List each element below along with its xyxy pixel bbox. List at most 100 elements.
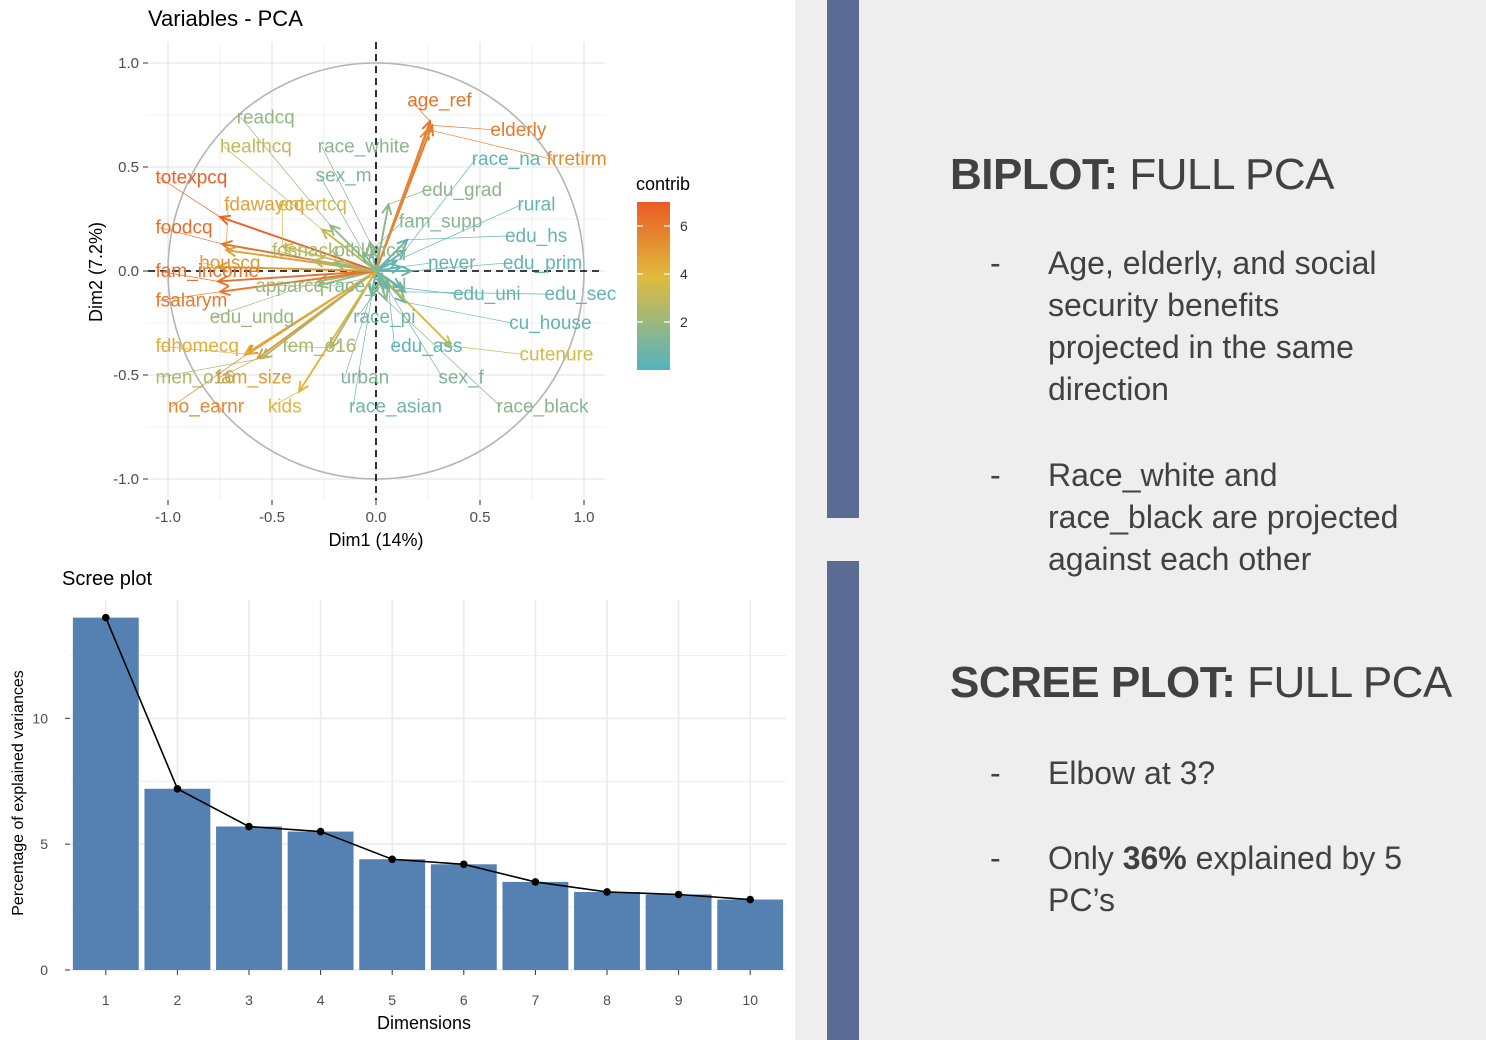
- variable-arrow: [375, 129, 429, 272]
- scree-point: [173, 784, 182, 793]
- variable-label: edu_grad: [422, 180, 502, 201]
- x-tick-label: 3: [245, 992, 253, 1008]
- accent-bar-top: [827, 0, 859, 518]
- variable-label: rural: [517, 195, 555, 216]
- x-tick-label: 6: [460, 992, 468, 1008]
- label-connector: [334, 250, 339, 263]
- scree-axes: 1 2 3 4 5 6 7 8 9 10 10 5 0: [32, 710, 758, 1008]
- variable-label: foodcq: [156, 218, 213, 239]
- bullet-text: Age, elderly, and social security benefi…: [1048, 245, 1377, 407]
- x-tick-label: 8: [603, 992, 611, 1008]
- biplot-x-label: Dim1 (14%): [328, 530, 423, 550]
- variable-arrow: [362, 251, 377, 272]
- label-connector: [203, 262, 219, 268]
- bullet-dash: -: [990, 755, 1001, 791]
- variable-label: kids: [268, 396, 302, 417]
- label-connector: [321, 146, 371, 243]
- figure-panel: Variables - PCA -1.0 -0.5 0.0 0.5 1.0 1.0 0.5 0…: [10, 6, 786, 1033]
- bullet-dash: -: [990, 457, 1001, 493]
- scree-line: [102, 613, 754, 904]
- scree-point: [603, 888, 611, 896]
- label-connector: [219, 358, 258, 378]
- variable-arrow: [219, 270, 377, 293]
- variable-label: fdsnack: [272, 240, 338, 261]
- label-connector: [407, 235, 509, 241]
- variable-arrow: [329, 224, 377, 272]
- label-connector: [159, 177, 221, 218]
- variable-label: cu_house: [509, 313, 591, 334]
- scree-bar: [502, 881, 569, 970]
- variable-label: houscq: [199, 253, 260, 274]
- bullet-text: Race_white and race_black are projected …: [1048, 457, 1399, 577]
- label-connector: [240, 117, 331, 226]
- variable-label: sex_m: [316, 166, 372, 187]
- variable-arrow: [282, 245, 377, 272]
- biplot-arrows: [215, 119, 453, 394]
- label-connector: [410, 100, 431, 122]
- scree-point: [674, 890, 683, 899]
- label-connector: [411, 262, 507, 272]
- scree-x-label: Dimensions: [377, 1013, 471, 1033]
- label-connector: [344, 291, 373, 378]
- label-connector: [388, 289, 443, 378]
- label-connector: [159, 227, 223, 245]
- variable-arrow: [244, 270, 377, 356]
- scree-heading-rest: FULL PCA: [1235, 658, 1452, 707]
- label-connector: [386, 299, 501, 407]
- label-connector: [286, 345, 331, 349]
- variable-label: edu_undg: [210, 307, 295, 328]
- y-tick-label: -0.5: [113, 367, 139, 384]
- scree-bars: [72, 617, 784, 970]
- y-tick-label: 0: [40, 962, 48, 978]
- variable-arrow: [219, 216, 377, 272]
- y-tick-label: 1.0: [118, 55, 139, 72]
- variable-label: fam_income: [156, 261, 260, 282]
- label-connector: [405, 301, 514, 324]
- label-connector: [275, 250, 314, 261]
- x-tick-label: -0.5: [259, 509, 285, 526]
- scree-plot: Scree plot 1 2 3 4 5 6 7 8 9 10 10 5 0 Dimensions Pe…: [10, 568, 786, 1033]
- scree-bar: [359, 859, 426, 970]
- x-tick-label: 9: [675, 992, 683, 1008]
- x-tick-label: -1.0: [155, 509, 181, 526]
- x-tick-label: 7: [532, 992, 540, 1008]
- variable-arrow: [298, 270, 377, 393]
- slide-text-panel: BIPLOT: FULL PCA - Age, elderly, and soc…: [795, 0, 1486, 1040]
- bullet-text-bold: 36%: [1122, 840, 1187, 876]
- biplot-y-label: Dim2 (7.2%): [86, 222, 106, 322]
- y-tick-label: 0.0: [118, 263, 139, 280]
- variable-label: fdawaycq: [224, 195, 304, 216]
- biplot-heading: BIPLOT: FULL PCA: [950, 150, 1335, 200]
- label-connector: [388, 189, 426, 205]
- variable-label: edu_ass: [391, 336, 463, 357]
- variable-label: men_o16: [156, 367, 235, 388]
- label-connector: [159, 345, 245, 355]
- scree-bar: [430, 864, 497, 970]
- biplot-heading-rest: FULL PCA: [1117, 150, 1334, 199]
- x-tick-label: 1: [102, 992, 110, 1008]
- variable-label: race_mul: [328, 276, 406, 297]
- label-connector: [388, 287, 395, 347]
- scree-point: [102, 613, 110, 622]
- label-connector: [159, 358, 262, 378]
- x-tick-label: 2: [174, 992, 182, 1008]
- accent-bar-bottom: [827, 561, 859, 1040]
- scree-heading: SCREE PLOT: FULL PCA: [950, 658, 1452, 708]
- label-connector: [396, 204, 522, 261]
- variable-arrow: [375, 204, 390, 272]
- scree-y-label: Percentage of explained variances: [10, 670, 27, 916]
- variable-label: race_pi: [353, 307, 415, 328]
- scree-bar: [645, 894, 712, 970]
- y-tick-label: 5: [40, 836, 48, 852]
- y-tick-label: -1.0: [113, 471, 139, 488]
- scree-heading-bold: SCREE PLOT:: [950, 658, 1236, 707]
- scree-bar: [287, 831, 354, 970]
- scree-point: [460, 860, 468, 869]
- variable-label: edu_prim: [503, 253, 582, 274]
- variable-arrow: [321, 228, 377, 272]
- label-connector: [400, 262, 433, 268]
- x-tick-label: 0.0: [366, 509, 387, 526]
- contrib-legend: contrib 6 4 2: [636, 174, 690, 370]
- x-tick-label: 4: [317, 992, 325, 1008]
- variable-label: race_na: [472, 149, 541, 170]
